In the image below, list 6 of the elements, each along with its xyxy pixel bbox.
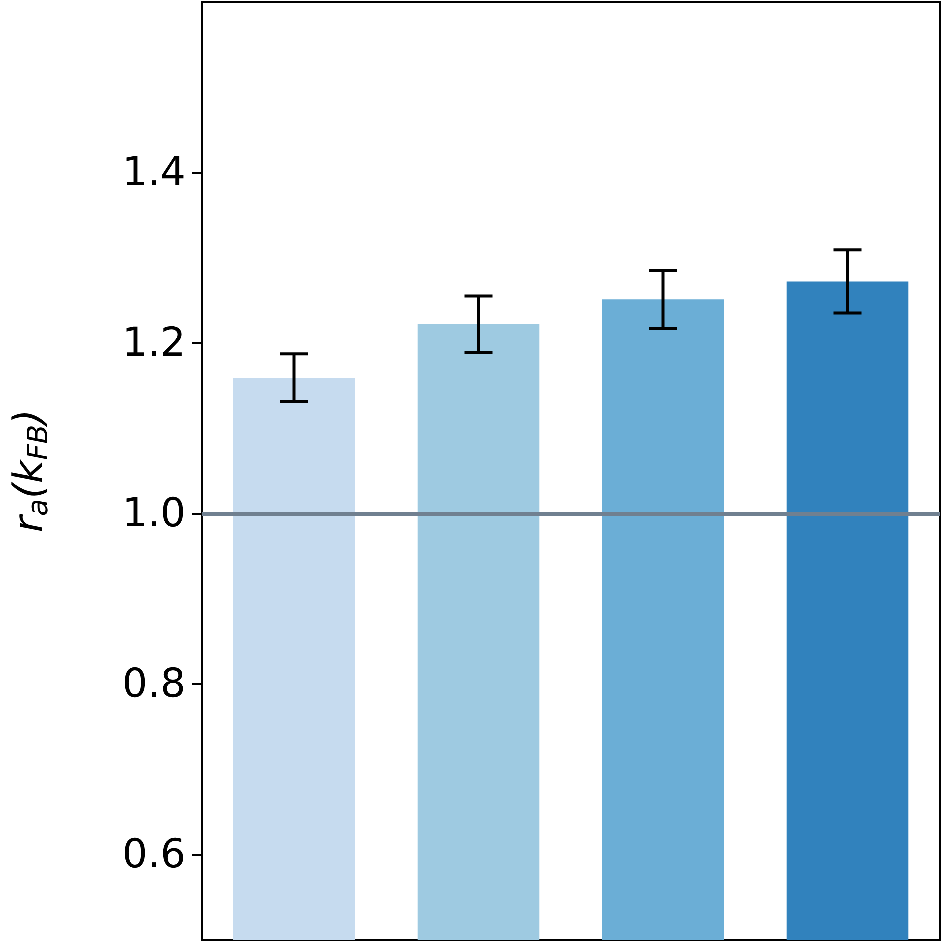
y-tick-label: 1.2 [122,320,186,366]
y-axis-title: ra(kFB) [6,409,54,533]
y-tick-label: 0.6 [122,832,186,878]
y-tick-label: 0.8 [122,661,186,708]
y-tick-label: 1.0 [122,490,186,537]
y-tick-label: 1.4 [122,150,186,196]
